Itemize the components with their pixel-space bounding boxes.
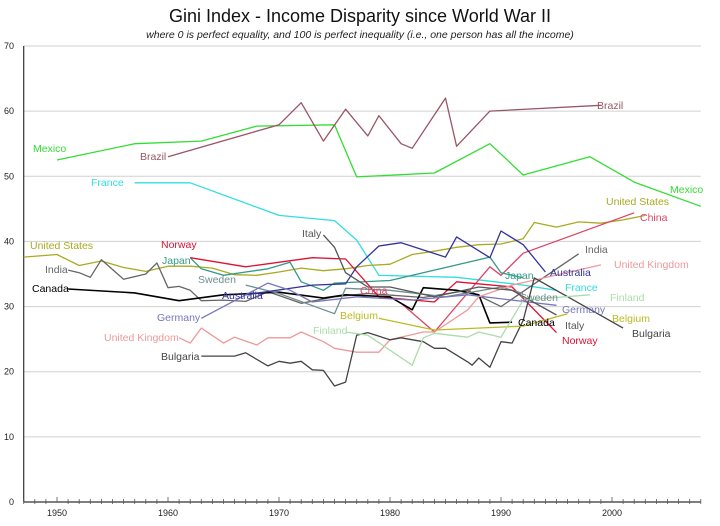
y-tick-label: 20: [4, 367, 14, 377]
series-label-sweden-end: Sweden: [520, 292, 558, 304]
series-label-china-end: China: [640, 212, 668, 224]
series-line-united-kingdom: [178, 264, 602, 353]
series-label-australia-end: Australia: [550, 267, 591, 279]
series-label-brazil-start: Brazil: [140, 151, 166, 163]
series-line-mexico: [56, 124, 702, 207]
series-label-india-start: India: [45, 264, 68, 276]
y-tick-label: 30: [4, 302, 14, 312]
y-tick-label: 0: [9, 497, 14, 507]
series-label-canada-end: Canada: [518, 317, 555, 329]
y-tick-label: 60: [4, 106, 14, 116]
x-tick-label: 1950: [47, 508, 67, 518]
series-label-mexico-end: Mexico: [670, 184, 703, 196]
x-axis: 1950 1960 1970 1980 1990 2000: [23, 497, 702, 518]
series-label-united-states-start: United States: [30, 240, 93, 252]
chart-subtitle: where 0 is perfect equality, and 100 is …: [146, 29, 574, 41]
series-labels: Mexico Mexico Brazil Brazil France France Unit…: [30, 100, 703, 363]
series-label-australia-start: Australia: [222, 290, 263, 302]
series-label-germany-start: Germany: [157, 312, 201, 324]
series-lines: [23, 97, 702, 387]
series-label-brazil-end: Brazil: [597, 100, 623, 112]
series-label-india-end: India: [585, 244, 608, 256]
series-line-italy: [322, 234, 557, 316]
series-label-bulgaria-start: Bulgaria: [161, 351, 200, 363]
series-line-canada: [68, 286, 513, 324]
x-tick-label: 2000: [602, 508, 622, 518]
series-label-united-kingdom-start: United Kingdom: [104, 332, 179, 344]
series-line-finland: [345, 294, 590, 366]
series-label-united-kingdom-end: United Kingdom: [614, 259, 689, 271]
series-label-france-end: France: [565, 282, 598, 294]
x-tick-label: 1960: [158, 508, 178, 518]
y-tick-label: 10: [4, 432, 14, 442]
series-label-italy-start: Italy: [302, 228, 322, 240]
y-tick-label: 50: [4, 171, 14, 181]
series-label-belgium-end: Belgium: [612, 313, 650, 325]
series-label-bulgaria-end: Bulgaria: [632, 328, 671, 340]
y-axis: 0 10 20 30 40 50 60 70: [4, 41, 25, 507]
x-tick-label: 1970: [269, 508, 289, 518]
series-label-united-states-end: United States: [606, 196, 669, 208]
chart-title: Gini Index - Income Disparity since Worl…: [169, 6, 551, 26]
series-line-bulgaria: [201, 277, 624, 387]
series-label-finland-start: Finland: [313, 325, 348, 337]
series-label-finland-end: Finland: [610, 292, 645, 304]
series-label-china-start: China: [360, 285, 388, 297]
series-line-brazil: [167, 97, 601, 158]
series-label-norway-end: Norway: [562, 335, 598, 347]
series-label-canada-start: Canada: [32, 283, 69, 295]
series-label-mexico-start: Mexico: [33, 143, 66, 155]
x-tick-label: 1980: [380, 508, 400, 518]
series-line-germany: [200, 282, 557, 319]
series-label-germany-end: Germany: [562, 304, 606, 316]
y-tick-label: 70: [4, 41, 14, 51]
series-line-france: [134, 182, 557, 291]
y-tick-label: 40: [4, 236, 14, 246]
series-line-china: [400, 212, 635, 333]
series-line-united-states: [23, 214, 646, 276]
series-label-italy-end: Italy: [565, 320, 585, 332]
series-label-sweden-start: Sweden: [198, 274, 236, 286]
x-tick-label: 1990: [491, 508, 511, 518]
series-line-japan: [189, 256, 524, 291]
series-label-belgium-start: Belgium: [340, 310, 378, 322]
series-label-japan-end: Japan: [505, 270, 534, 282]
series-line-belgium: [378, 313, 568, 331]
series-line-australia: [245, 230, 546, 296]
series-label-norway-start: Norway: [161, 239, 197, 251]
series-label-japan-start: Japan: [162, 255, 191, 267]
series-label-france-start: France: [91, 177, 124, 189]
